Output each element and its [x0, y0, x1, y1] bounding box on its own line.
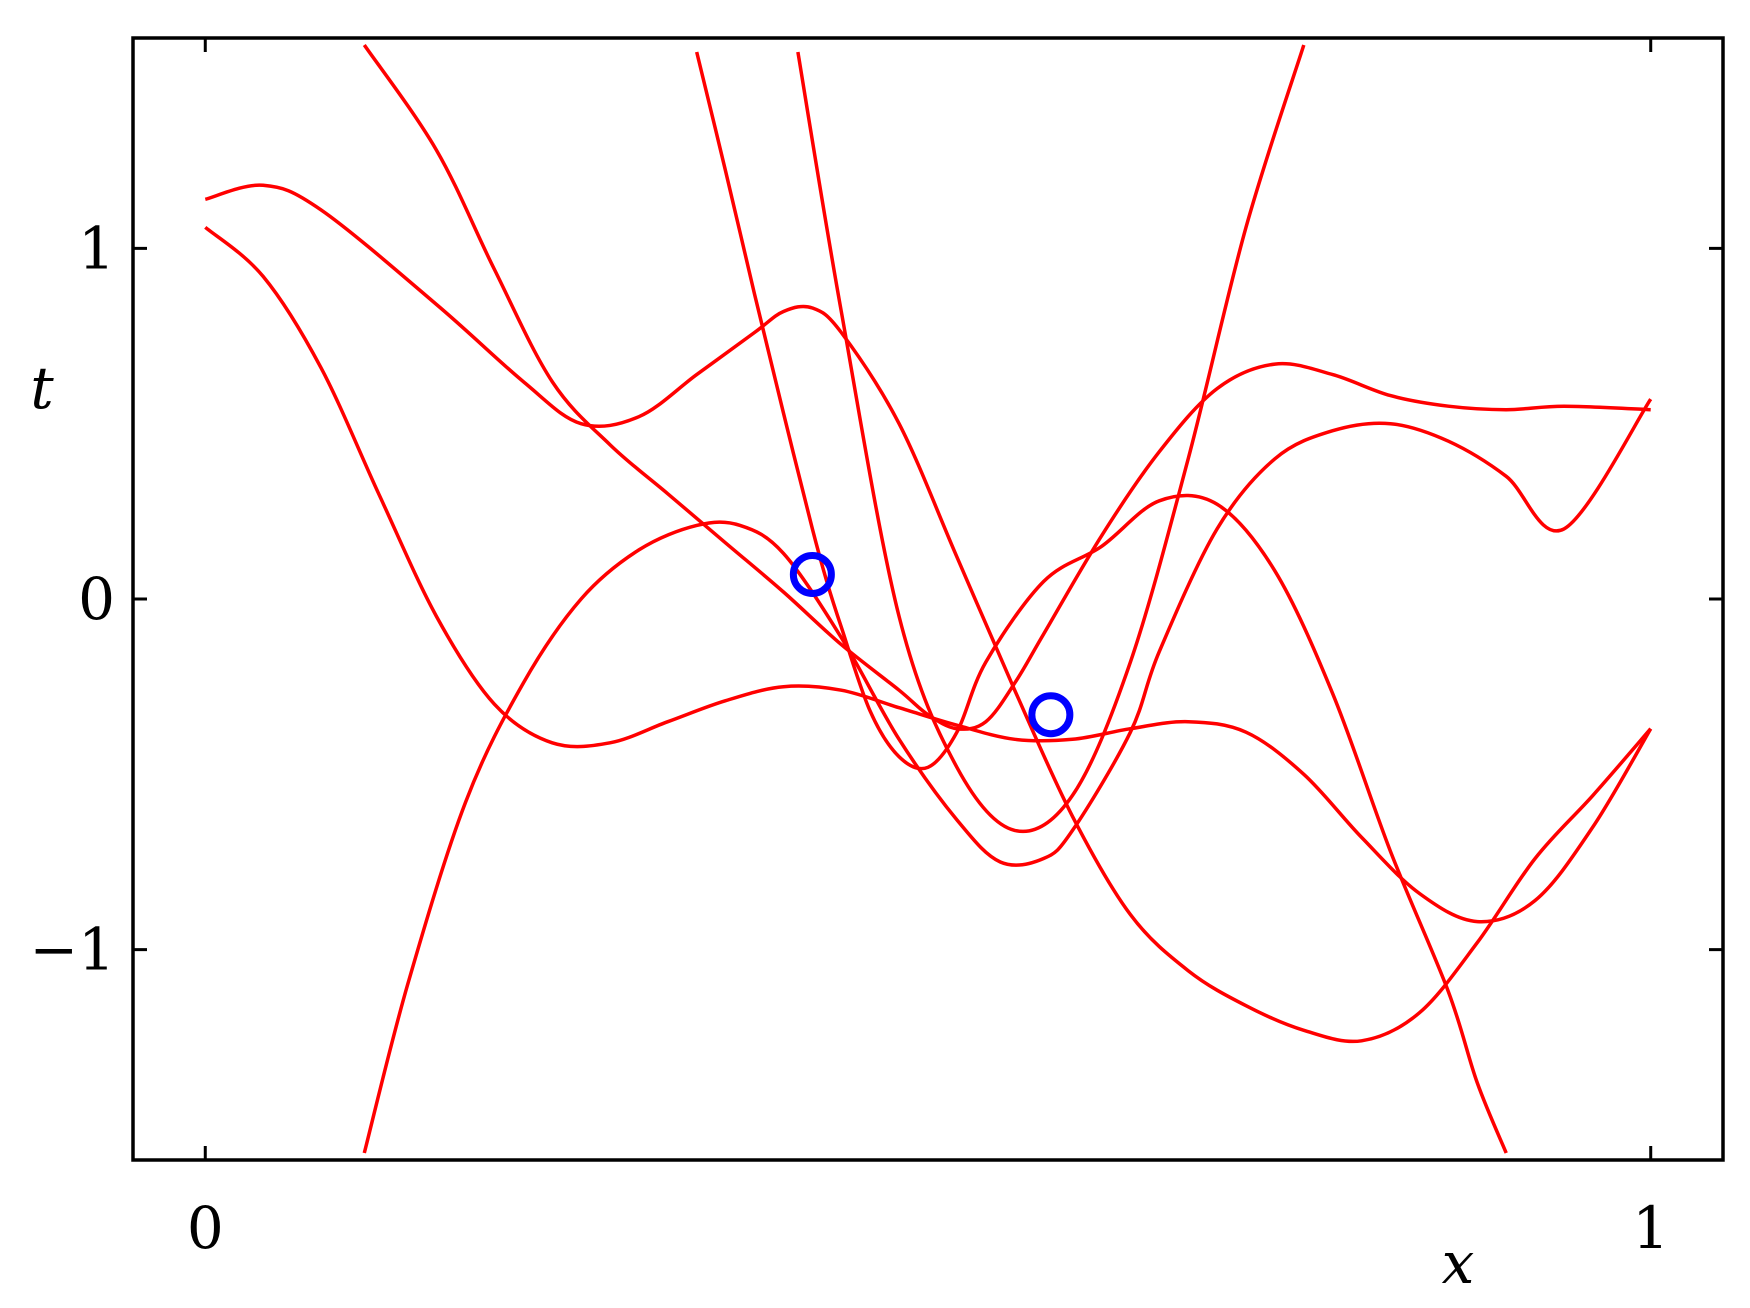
y-tick-label: −1	[30, 916, 116, 984]
x-tick-label: 0	[187, 1194, 224, 1262]
observation-point-2	[1028, 692, 1074, 738]
observation-layer	[789, 551, 1074, 738]
y-tick-label: 0	[78, 565, 115, 633]
y-axis-label: t	[30, 354, 54, 422]
observation-point-1	[789, 551, 835, 597]
series-line-1	[204, 183, 1653, 1044]
y-tick-label: 1	[78, 214, 115, 282]
series-line-3	[362, 44, 1651, 731]
series-line-5	[694, 51, 1508, 1154]
series-line-6	[796, 44, 1306, 834]
plot-frame	[131, 36, 1725, 1162]
tick-layer: 0 1 −1 0 1	[30, 38, 1723, 1262]
series-layer	[204, 44, 1653, 1154]
x-axis-label: x	[1442, 1229, 1475, 1297]
x-tick-label: 1	[1632, 1194, 1669, 1262]
series-line-2	[204, 225, 1653, 924]
series-line-4	[362, 398, 1653, 1154]
